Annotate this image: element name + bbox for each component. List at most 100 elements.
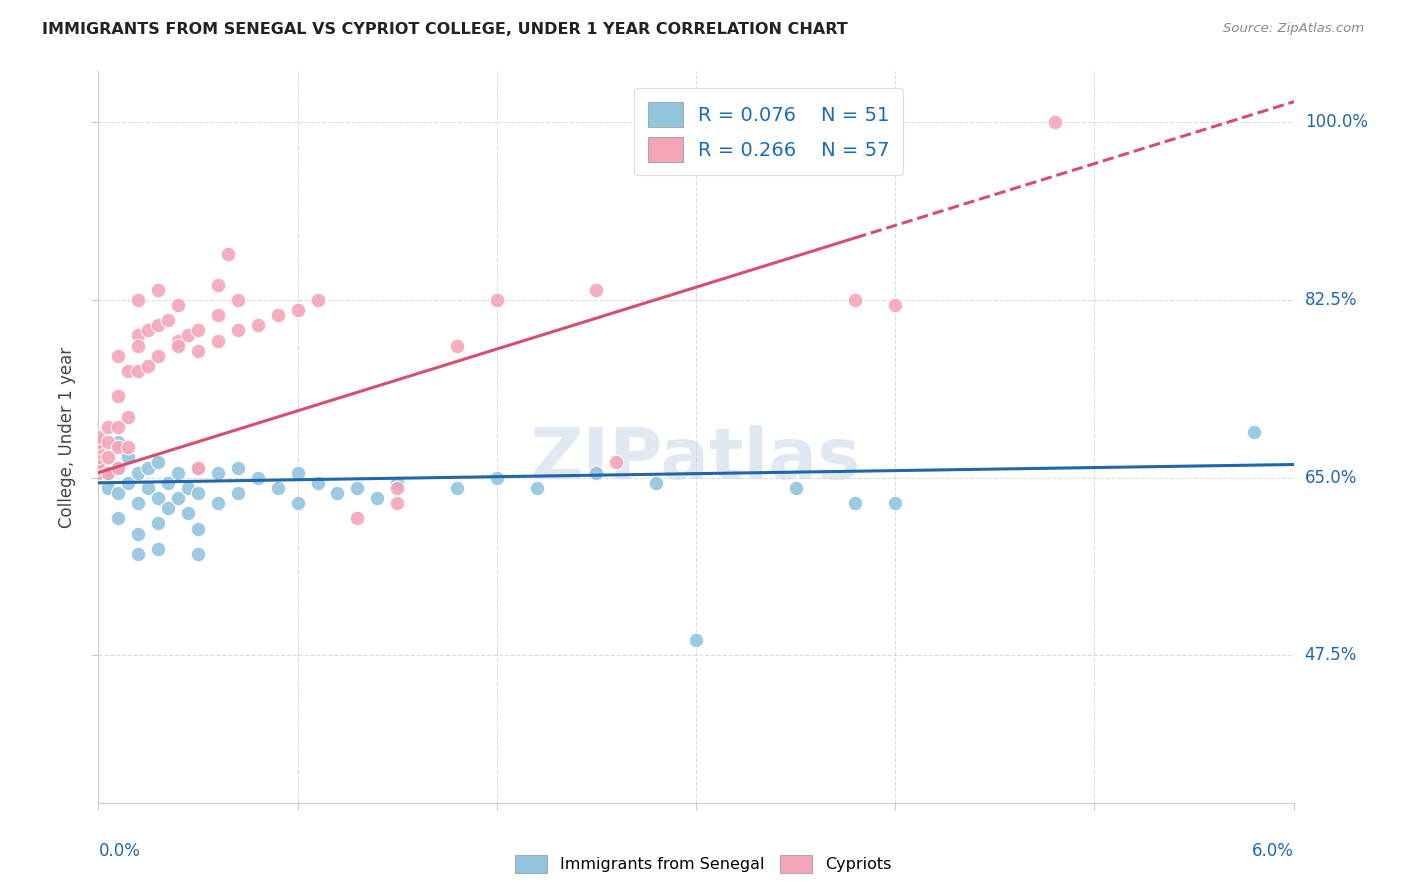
Point [485, 471, 508, 485]
Point [685, 633, 707, 648]
Point [287, 466, 309, 480]
Legend: R = 0.076    N = 51, R = 0.266    N = 57: R = 0.076 N = 51, R = 0.266 N = 57 [634, 88, 903, 176]
Point [148, 283, 170, 297]
Point [187, 547, 209, 561]
Point [207, 308, 229, 322]
Point [446, 481, 468, 495]
Point [226, 293, 249, 307]
Point [117, 440, 139, 454]
Point [87, 460, 110, 475]
Point [87, 455, 110, 469]
Point [167, 491, 190, 505]
Point [217, 247, 239, 261]
Point [585, 283, 607, 297]
Point [167, 338, 190, 352]
Point [645, 475, 668, 490]
Point [287, 496, 309, 510]
Point [346, 511, 368, 525]
Point [207, 496, 229, 510]
Point [97, 435, 120, 450]
Point [385, 496, 409, 510]
Point [207, 277, 229, 292]
Point [157, 475, 180, 490]
Point [107, 511, 129, 525]
Point [97, 466, 120, 480]
Point [307, 475, 329, 490]
Point [485, 293, 508, 307]
Legend: Immigrants from Senegal, Cypriots: Immigrants from Senegal, Cypriots [509, 848, 897, 880]
Point [1043, 115, 1066, 129]
Point [177, 506, 200, 520]
Point [267, 308, 290, 322]
Point [226, 460, 249, 475]
Point [246, 471, 269, 485]
Point [884, 298, 907, 312]
Point [107, 389, 129, 403]
Point [167, 466, 190, 480]
Point [117, 409, 139, 424]
Point [127, 547, 149, 561]
Point [177, 328, 200, 343]
Point [207, 466, 229, 480]
Point [148, 516, 170, 531]
Point [97, 420, 120, 434]
Point [207, 334, 229, 348]
Point [385, 481, 409, 495]
Point [187, 486, 209, 500]
Point [346, 481, 368, 495]
Point [136, 460, 159, 475]
Text: 0.0%: 0.0% [98, 842, 141, 860]
Point [97, 450, 120, 465]
Point [136, 481, 159, 495]
Point [87, 466, 110, 480]
Point [246, 318, 269, 333]
Point [136, 323, 159, 337]
Point [177, 481, 200, 495]
Point [385, 475, 409, 490]
Point [136, 359, 159, 373]
Point [226, 323, 249, 337]
Point [307, 293, 329, 307]
Point [107, 440, 129, 454]
Point [267, 481, 290, 495]
Point [605, 455, 627, 469]
Point [526, 481, 548, 495]
Point [127, 338, 149, 352]
Text: 82.5%: 82.5% [1305, 291, 1357, 309]
Point [107, 349, 129, 363]
Point [226, 486, 249, 500]
Point [585, 466, 607, 480]
Point [107, 420, 129, 434]
Point [87, 445, 110, 459]
Point [148, 455, 170, 469]
Text: 65.0%: 65.0% [1305, 468, 1357, 487]
Point [87, 450, 110, 465]
Point [187, 343, 209, 358]
Point [97, 481, 120, 495]
Point [326, 486, 349, 500]
Point [148, 541, 170, 556]
Point [87, 430, 110, 444]
Point [117, 364, 139, 378]
Point [117, 475, 139, 490]
Point [117, 450, 139, 465]
Point [1243, 425, 1265, 439]
Point [148, 318, 170, 333]
Point [127, 526, 149, 541]
Text: Source: ZipAtlas.com: Source: ZipAtlas.com [1223, 22, 1364, 36]
Point [148, 349, 170, 363]
Point [366, 491, 388, 505]
Point [167, 298, 190, 312]
Point [107, 486, 129, 500]
Point [844, 496, 866, 510]
Point [107, 460, 129, 475]
Text: 6.0%: 6.0% [1251, 842, 1294, 860]
Point [107, 435, 129, 450]
Point [148, 491, 170, 505]
Y-axis label: College, Under 1 year: College, Under 1 year [58, 346, 76, 528]
Point [107, 460, 129, 475]
Point [844, 293, 866, 307]
Point [187, 460, 209, 475]
Point [187, 323, 209, 337]
Point [187, 521, 209, 535]
